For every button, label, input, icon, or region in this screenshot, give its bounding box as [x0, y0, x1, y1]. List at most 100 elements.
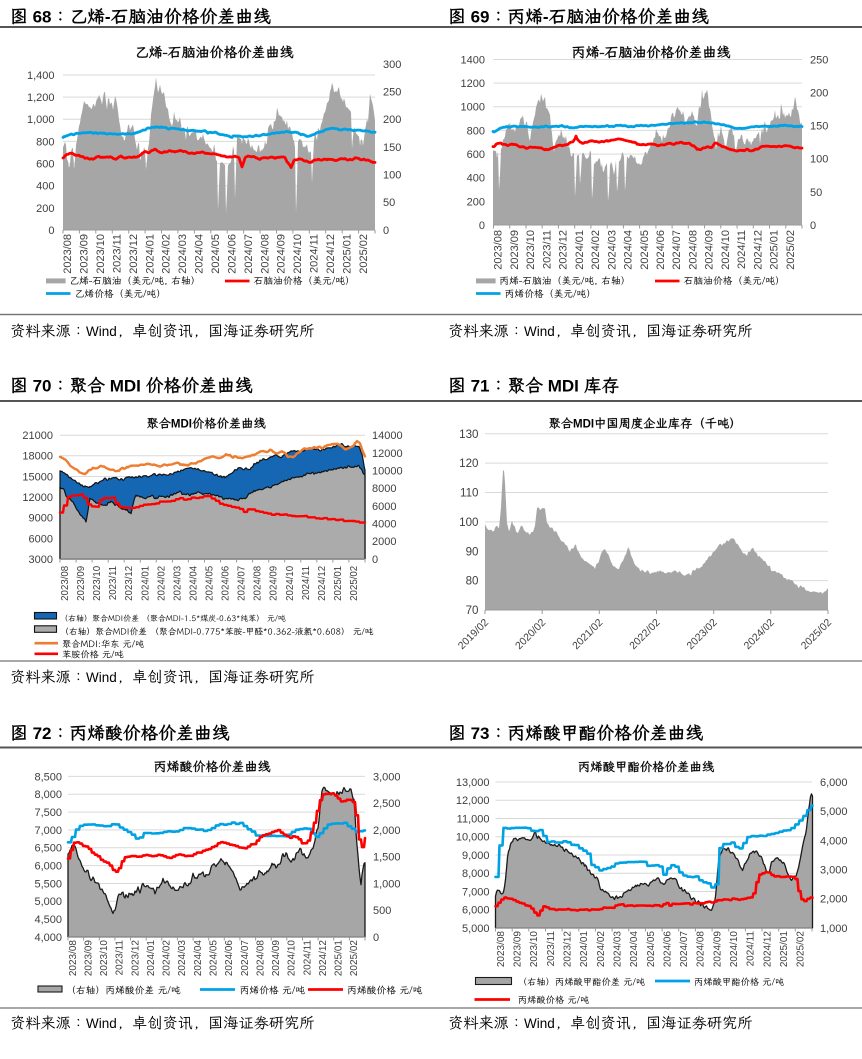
svg-text:2024/05: 2024/05	[205, 566, 216, 601]
svg-text:2023/11: 2023/11	[112, 234, 124, 273]
svg-text:2024/04: 2024/04	[629, 931, 640, 968]
svg-text:400: 400	[467, 173, 485, 185]
svg-text:2,000: 2,000	[373, 825, 401, 837]
svg-text:2023/08: 2023/08	[68, 940, 79, 977]
svg-text:1400: 1400	[461, 54, 485, 66]
svg-text:2024/02: 2024/02	[590, 230, 602, 270]
svg-text:2024/04: 2024/04	[194, 234, 206, 274]
svg-text:2024/06: 2024/06	[226, 234, 238, 274]
svg-text:110: 110	[460, 487, 478, 500]
svg-text:MDI: MDI	[548, 377, 579, 396]
svg-text:2024/01: 2024/01	[574, 230, 586, 270]
svg-text:150: 150	[383, 142, 401, 154]
svg-text:2025/01: 2025/01	[779, 931, 790, 968]
svg-text:8,000: 8,000	[34, 789, 62, 801]
svg-text:Wind: Wind	[86, 670, 117, 685]
svg-text:12,000: 12,000	[456, 795, 490, 807]
svg-text:3,000: 3,000	[373, 771, 401, 783]
svg-text:2024/02: 2024/02	[596, 931, 607, 968]
svg-text:2023/12: 2023/12	[130, 940, 141, 977]
svg-text:120: 120	[459, 457, 478, 470]
svg-text:2024/03: 2024/03	[177, 234, 189, 274]
svg-text:2024/05: 2024/05	[210, 234, 222, 274]
svg-text:2024/02: 2024/02	[156, 566, 167, 601]
svg-text:2024/01: 2024/01	[144, 234, 156, 274]
svg-text:2023/11: 2023/11	[108, 566, 119, 600]
svg-text:4000: 4000	[372, 519, 396, 531]
svg-text:4,000: 4,000	[34, 932, 62, 944]
svg-text:2024/10: 2024/10	[292, 234, 304, 274]
svg-text:18000: 18000	[22, 451, 53, 463]
svg-text:2023/09: 2023/09	[76, 566, 87, 601]
svg-text:2024/11: 2024/11	[746, 931, 757, 967]
svg-text:2024/01: 2024/01	[140, 566, 151, 601]
svg-text:2024/04: 2024/04	[188, 565, 199, 601]
svg-text:2023/09: 2023/09	[509, 230, 521, 270]
svg-text:2023/12: 2023/12	[128, 234, 140, 274]
svg-text:5,000: 5,000	[820, 806, 848, 818]
svg-text:2023/10: 2023/10	[95, 234, 107, 274]
svg-text:0: 0	[48, 225, 54, 237]
svg-text:2023/10: 2023/10	[529, 931, 540, 968]
svg-text:2024/01: 2024/01	[579, 931, 590, 968]
svg-text:6,500: 6,500	[34, 843, 62, 855]
svg-text:2024/08: 2024/08	[255, 940, 266, 977]
svg-text:6,000: 6,000	[34, 861, 62, 873]
svg-text:2024/02: 2024/02	[162, 940, 173, 977]
svg-text:Wind: Wind	[524, 1016, 555, 1031]
svg-text:80: 80	[466, 575, 479, 588]
svg-text:2025/02: 2025/02	[349, 566, 360, 601]
svg-text:71: 71	[471, 377, 490, 396]
svg-text:12000: 12000	[22, 492, 53, 504]
svg-text:2024/09: 2024/09	[712, 931, 723, 968]
svg-text:10000: 10000	[372, 466, 403, 478]
svg-text:MDI: MDI	[110, 377, 141, 396]
svg-text:21000: 21000	[22, 430, 53, 442]
svg-text:2024/09: 2024/09	[276, 234, 288, 274]
svg-text:130: 130	[459, 428, 478, 441]
svg-text:2023/11: 2023/11	[115, 940, 126, 976]
svg-text:2025/01: 2025/01	[333, 566, 344, 601]
svg-text:14000: 14000	[372, 430, 403, 442]
svg-text:2024/02: 2024/02	[161, 234, 173, 274]
svg-text:2023/12: 2023/12	[558, 230, 570, 270]
svg-text:400: 400	[36, 181, 54, 193]
svg-text:0: 0	[383, 225, 389, 237]
svg-text:0: 0	[810, 220, 816, 232]
svg-text:2024/11: 2024/11	[302, 940, 313, 976]
svg-text:2024/06: 2024/06	[662, 931, 673, 968]
svg-text:200: 200	[810, 88, 828, 100]
svg-text:15000: 15000	[22, 471, 53, 483]
svg-text:3000: 3000	[29, 554, 53, 566]
svg-text:2024/11: 2024/11	[309, 234, 321, 273]
svg-text:2024/12: 2024/12	[752, 230, 764, 270]
svg-text:72: 72	[33, 724, 52, 743]
svg-text:2024/04: 2024/04	[193, 940, 204, 977]
svg-text:150: 150	[810, 121, 828, 133]
svg-text:2023/11: 2023/11	[541, 230, 553, 269]
svg-text:2024/07: 2024/07	[671, 230, 683, 270]
svg-text:2025/02: 2025/02	[785, 230, 797, 270]
svg-text:2024/06: 2024/06	[221, 566, 232, 601]
svg-text:100: 100	[810, 154, 828, 166]
svg-text:69: 69	[471, 8, 490, 27]
svg-text:2024/12: 2024/12	[318, 940, 329, 977]
svg-text:-: -	[105, 8, 111, 27]
svg-text:50: 50	[383, 197, 395, 209]
svg-text:7,000: 7,000	[34, 825, 62, 837]
svg-text:2023/10: 2023/10	[525, 230, 537, 270]
svg-text:800: 800	[36, 136, 54, 148]
svg-text:2024/08: 2024/08	[688, 230, 700, 270]
svg-text:4,500: 4,500	[34, 914, 62, 926]
svg-text:2025/01: 2025/01	[769, 230, 781, 270]
svg-text:300: 300	[383, 59, 401, 71]
svg-text:MDI: MDI	[573, 419, 594, 431]
svg-text:1,400: 1,400	[27, 70, 55, 82]
svg-text:2024/07: 2024/07	[243, 234, 255, 274]
svg-text:2023/09: 2023/09	[83, 940, 94, 977]
svg-text:2023/12: 2023/12	[124, 566, 135, 601]
svg-text:5,500: 5,500	[34, 878, 62, 890]
svg-text:1000: 1000	[461, 102, 485, 114]
svg-text:2023/08: 2023/08	[60, 566, 71, 601]
svg-text:2024/06: 2024/06	[655, 230, 667, 270]
